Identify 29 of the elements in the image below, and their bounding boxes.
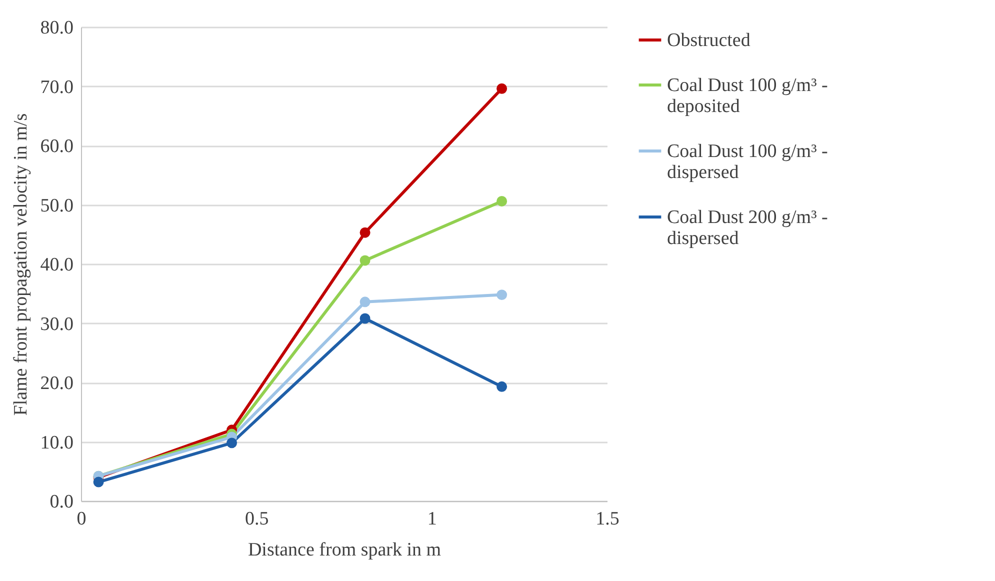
point	[226, 438, 238, 448]
y-tick-label: 40.0	[40, 254, 74, 276]
y-axis-title: Flame front propagation velocity in m/s	[10, 113, 32, 416]
x-axis-title: Distance from spark in m	[248, 540, 442, 560]
point	[360, 296, 370, 308]
point	[360, 313, 370, 324]
point	[496, 381, 508, 392]
y-tick-label: 80.0	[40, 18, 74, 38]
legend-label: Coal Dust 100 g/m³ - deposited	[667, 75, 828, 117]
legend-label: Coal Dust 100 g/m³ - dispersed	[667, 141, 828, 183]
y-tick-label: 10.0	[40, 432, 74, 454]
y-tick-label: 60.0	[40, 136, 74, 157]
point	[496, 290, 508, 300]
point	[496, 83, 508, 94]
y-tick-label: 70.0	[40, 76, 74, 98]
legend-label: Coal Dust 200 g/m³ - dispersed	[667, 207, 828, 249]
point	[496, 196, 508, 206]
point	[93, 476, 104, 488]
y-tick-label: 0.0	[50, 492, 74, 512]
legend-label: Obstructed	[667, 30, 751, 51]
x-tick-label: 0.5	[244, 508, 269, 530]
x-tick-label: 1	[427, 508, 437, 530]
y-tick-label: 30.0	[40, 314, 74, 335]
y-tick-label: 50.0	[40, 195, 74, 216]
y-tick-label: 20.0	[40, 373, 74, 394]
x-tick-label: 1.5	[596, 508, 620, 530]
point	[360, 227, 370, 238]
x-tick-label: 0	[76, 508, 86, 530]
point	[360, 255, 370, 266]
